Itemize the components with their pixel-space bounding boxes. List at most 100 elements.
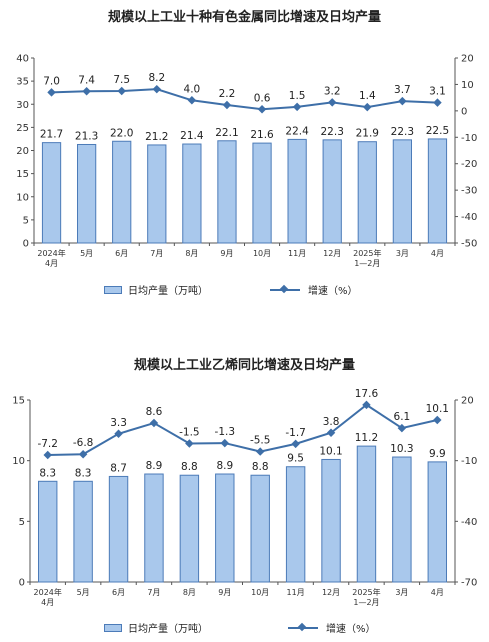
line-data-label: 4.0 (184, 83, 201, 95)
line-data-label: 3.7 (394, 84, 411, 96)
left-tick-label: 40 (16, 54, 29, 65)
bar (357, 141, 377, 244)
x-tick-label: 9月 (218, 588, 231, 597)
chart-title: 规模以上工业乙烯同比增速及日均产量 (133, 358, 355, 373)
line-data-label: -6.8 (73, 437, 94, 449)
bar-data-label: 8.7 (110, 462, 127, 474)
bar-data-label: 22.1 (215, 127, 238, 139)
left-tick-label: 10 (16, 192, 29, 203)
bar-data-label: 8.3 (75, 467, 92, 479)
bar (77, 143, 97, 244)
line-point (327, 98, 337, 107)
right-tick-label: 20 (461, 54, 474, 65)
line-point (117, 86, 126, 96)
legend-bar-swatch (104, 285, 122, 294)
x-tick-label: 3月 (395, 588, 408, 597)
bar (427, 138, 448, 244)
x-tick-label: 10月 (253, 249, 271, 258)
line-data-label: 3.8 (323, 416, 340, 428)
bar-data-label: 21.2 (145, 131, 168, 143)
right-tick-label: 0 (461, 106, 467, 117)
bar (250, 474, 270, 583)
bar (356, 445, 377, 583)
line-data-label: 6.1 (394, 411, 411, 423)
line-point (255, 447, 265, 456)
bar-data-label: 22.5 (426, 125, 449, 137)
right-tick-label: -30 (461, 186, 477, 197)
line-point (187, 96, 197, 105)
bar-data-label: 10.1 (319, 445, 342, 457)
bar (392, 456, 412, 583)
legend-line-swatch (288, 623, 318, 633)
line-point (78, 449, 88, 459)
legend-bar-label: 日均产量（万吨） (128, 286, 208, 297)
x-tick-label: 2025年 1—2月 (352, 587, 380, 607)
legend-item-line: 增速（%） (270, 282, 358, 297)
bar (287, 138, 307, 244)
x-tick-label: 4月 (431, 249, 444, 258)
line-data-label: -1.3 (215, 426, 236, 438)
left-tick-label: 25 (16, 123, 29, 134)
bar (322, 139, 342, 244)
x-tick-label: 12月 (322, 588, 340, 597)
right-tick-label: -20 (461, 159, 477, 170)
bar (215, 473, 235, 583)
line-point (220, 438, 230, 448)
left-tick-label: 15 (16, 169, 29, 180)
x-tick-label: 7月 (147, 588, 160, 597)
bar-data-label: 10.3 (390, 443, 413, 455)
legend-line-swatch (270, 285, 300, 295)
line-point (114, 429, 123, 439)
chart-plot: 0 5 10 15 -70 -40 -10 20 2024年 4月 5月 6月 7月 8月 9月 10月 11月… (12, 388, 477, 607)
legend-item-line: 增速（%） (288, 620, 376, 635)
line-data-label: 7.0 (43, 75, 60, 87)
left-tick-label: 0 (19, 578, 25, 589)
x-tick-label: 8月 (183, 588, 196, 597)
line-data-label: 7.4 (78, 74, 95, 86)
bar (427, 461, 448, 583)
left-tick-label: 30 (16, 100, 29, 111)
bar-data-label: 21.4 (180, 130, 204, 142)
x-tick-label: 2024年 4月 (37, 248, 65, 268)
bar-data-label: 9.5 (287, 453, 304, 465)
line-point (152, 84, 162, 94)
bar (108, 475, 129, 583)
line-point (257, 105, 267, 114)
chart-nonferrous-metals: 规模以上工业十种有色金属同比增速及日均产量 0 5 10 15 20 25 30 35 40 -5… (0, 0, 489, 310)
bar (321, 458, 341, 583)
line-point (291, 439, 300, 449)
bar (73, 480, 93, 583)
x-tick-label: 5月 (77, 588, 90, 597)
line-data-label: 0.6 (254, 92, 271, 104)
right-tick-label: -10 (461, 456, 477, 467)
line-data-label: 8.6 (146, 406, 163, 418)
left-tick-label: 5 (23, 215, 29, 226)
line-data-label: 2.2 (219, 88, 236, 100)
legend-item-bar: 日均产量（万吨） (104, 620, 208, 635)
right-tick-label: -50 (461, 239, 477, 250)
legend-bar-label: 日均产量（万吨） (128, 624, 208, 635)
left-tick-label: 5 (19, 517, 25, 528)
x-tick-label: 10月 (251, 588, 269, 597)
bar-data-label: 21.6 (250, 129, 274, 141)
x-tick-label: 5月 (80, 249, 93, 258)
bar-data-label: 22.0 (110, 127, 133, 139)
legend-line-label: 增速（%） (308, 286, 358, 297)
bar (182, 143, 202, 244)
bar-data-label: 8.9 (146, 460, 163, 472)
right-tick-label: -40 (461, 517, 477, 528)
right-tick-label: 10 (461, 80, 474, 91)
x-tick-label: 7月 (150, 249, 163, 258)
chart-ethylene: 规模以上工业乙烯同比增速及日均产量 0 5 10 15 -70 -40 -10 20 2024年… (0, 348, 489, 642)
line-point (397, 423, 407, 433)
right-tick-label: -40 (461, 212, 477, 223)
line-point (292, 102, 302, 112)
bar (217, 140, 237, 244)
x-tick-label: 4月 (431, 588, 444, 597)
right-tick-label: -10 (461, 133, 477, 144)
line-point (222, 100, 232, 110)
bar-data-label: 21.7 (40, 129, 63, 141)
line-point (362, 400, 371, 410)
growth-line (51, 88, 438, 111)
bar-data-label: 21.9 (356, 128, 379, 140)
